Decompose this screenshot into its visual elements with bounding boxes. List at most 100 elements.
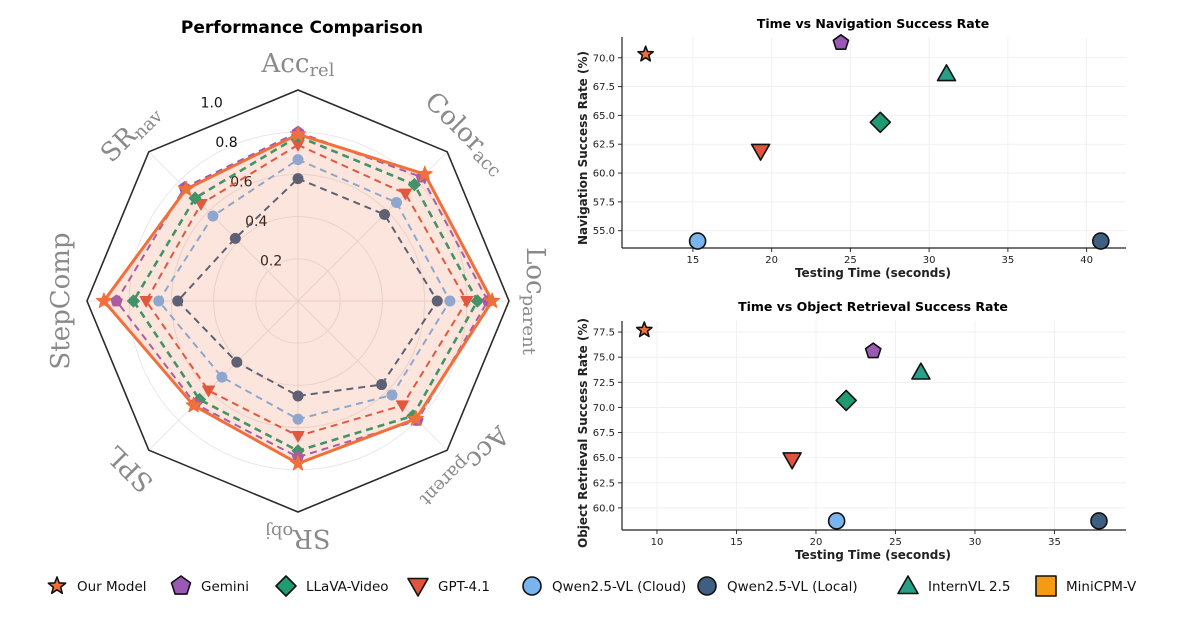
legend-label-minicpm-v: MiniCPM-V (1066, 579, 1137, 595)
radar-point-our-model (185, 396, 202, 413)
legend-label-qwen2-5-vl-local: Qwen2.5-VL (Local) (727, 579, 858, 595)
nav-scatter-title: Time vs Navigation Success Rate (757, 16, 989, 31)
radar-point-qwen2-5-vl-cloud (390, 197, 402, 209)
nav-point-llava-video (869, 111, 892, 134)
legend-marker-gpt-4-1 (407, 577, 429, 597)
legend-marker-qwen2-5-vl-cloud (522, 576, 542, 596)
radar-point-qwen2-5-vl-local (172, 295, 184, 307)
radar-series-qwen2-5-vl-local (176, 177, 439, 397)
obj-point-internvl-2-5 (911, 362, 931, 380)
nav-xtick-label: 30 (923, 255, 936, 266)
legend-label-internvl-2-5: InternVL 2.5 (928, 579, 1011, 595)
radar-point-qwen2-5-vl-local (292, 390, 304, 402)
radar-point-qwen2-5-vl-cloud (292, 413, 304, 425)
radar-point-llava-video (126, 294, 140, 308)
nav-scatter-ylabel: Navigation Success Rate (%) (576, 51, 590, 245)
radar-point-qwen2-5-vl-cloud (207, 210, 219, 222)
radar-spoke-line (148, 151, 299, 302)
radar-series (95, 125, 501, 471)
radar-point-qwen2-5-vl-cloud (216, 371, 228, 383)
obj-point-llava-video (835, 389, 858, 412)
legend-label-llava-video: LLaVA-Video (306, 579, 389, 595)
obj-ytick-label: 77.5 (593, 328, 615, 339)
radar-frame (86, 89, 510, 513)
legend-marker-qwen2-5-vl-local (697, 576, 717, 596)
obj-ytick-label: 60.0 (593, 503, 615, 514)
nav-ytick-label: 57.5 (593, 197, 615, 208)
obj-point-qwen2-5-vl-local (1090, 512, 1108, 530)
radar-point-llava-video (407, 178, 421, 192)
nav-xtick-label: 15 (687, 255, 700, 266)
legend-marker-internvl-2-5 (897, 575, 919, 595)
radar-axis-label: Locparent (518, 247, 550, 356)
obj-ytick-label: 62.5 (593, 478, 615, 489)
radar-point-qwen2-5-vl-local (292, 173, 304, 185)
legend-label-qwen2-5-vl-cloud: Qwen2.5-VL (Cloud) (552, 579, 686, 595)
obj-scatter-title: Time vs Object Retrieval Success Rate (738, 299, 1008, 314)
legend-marker-our-model (47, 576, 67, 595)
nav-point-gemini (832, 33, 850, 51)
nav-xtick-label: 40 (1080, 255, 1093, 266)
radar-point-gpt-4-1 (139, 296, 153, 308)
nav-point-our-model (637, 45, 655, 62)
nav-point-gpt-4-1 (750, 143, 771, 161)
radar-title: Performance Comparison (181, 18, 423, 38)
radar-rtick-label: 1.0 (201, 96, 223, 112)
radar-point-gpt-4-1 (395, 400, 409, 412)
radar-point-our-model (289, 125, 307, 142)
nav-xtick-label: 20 (765, 255, 778, 266)
radar-point-llava-video (188, 191, 202, 205)
legend-marker-gemini (170, 575, 192, 595)
radar-axis-label: StepComp (46, 232, 76, 369)
radar-point-gpt-4-1 (291, 431, 305, 443)
nav-point-qwen2-5-vl-local (1092, 232, 1110, 250)
nav-ytick-label: 55.0 (593, 226, 615, 237)
obj-xtick-label: 35 (1048, 537, 1061, 548)
legend-label-gpt-4-1: GPT-4.1 (438, 579, 490, 595)
radar-point-qwen2-5-vl-cloud (444, 295, 456, 307)
obj-xtick-label: 10 (651, 537, 664, 548)
obj-ytick-label: 70.0 (593, 403, 615, 414)
obj-xtick-label: 15 (730, 537, 743, 548)
nav-xtick-label: 35 (1002, 255, 1015, 266)
obj-scatter-xlabel: Testing Time (seconds) (795, 548, 951, 562)
radar-point-gpt-4-1 (460, 296, 474, 308)
nav-xtick-label: 25 (844, 255, 857, 266)
obj-xtick-label: 30 (969, 537, 982, 548)
radar-point-qwen2-5-vl-local (376, 379, 388, 391)
radar-point-qwen2-5-vl-local (431, 295, 443, 307)
radar-point-our-model (484, 292, 501, 308)
nav-scatter-plot: 15 20 25 30 35 40 55.0 57.5 60.0 62.5 65.0 67.5 70.0 (593, 33, 1126, 266)
radar-point-our-model (289, 455, 307, 471)
radar-point-qwen2-5-vl-local (379, 208, 391, 220)
nav-ytick-label: 62.5 (593, 140, 615, 151)
legend-label-gemini: Gemini (201, 579, 249, 595)
obj-xtick-label: 25 (889, 537, 902, 548)
radar-point-qwen2-5-vl-cloud (292, 154, 304, 166)
obj-ytick-label: 67.5 (593, 428, 615, 439)
radar-point-our-model (407, 410, 424, 426)
nav-point-qwen2-5-vl-cloud (688, 232, 707, 250)
nav-ytick-label: 60.0 (593, 169, 615, 180)
obj-ytick-label: 75.0 (593, 353, 615, 364)
radar-point-qwen2-5-vl-cloud (386, 389, 398, 401)
radar-point-qwen2-5-vl-cloud (153, 295, 165, 307)
radar-axis-label: Accrel (261, 49, 335, 81)
obj-point-gemini (864, 342, 882, 359)
nav-scatter-chart: Time vs Navigation Success Rate Testing … (576, 16, 1126, 280)
radar-point-qwen2-5-vl-local (231, 356, 243, 368)
radar-point-gpt-4-1 (398, 188, 412, 201)
radar-point-gpt-4-1 (202, 385, 215, 397)
obj-xtick-label: 20 (810, 537, 823, 548)
radar-point-llava-video (470, 294, 484, 308)
radar-point-our-model (416, 165, 433, 182)
radar-series-our-model (102, 132, 494, 465)
radar-chart: Performance Comparison 0.2 0.4 0.6 0.8 1.0 A… (46, 18, 550, 553)
radar-point-qwen2-5-vl-local (229, 232, 241, 244)
obj-scatter-ylabel: Object Retrieval Success Rate (%) (576, 318, 590, 548)
radar-rtick-label: 0.6 (230, 175, 252, 191)
nav-scatter-xlabel: Testing Time (seconds) (795, 266, 951, 280)
legend-marker-llava-video (275, 575, 297, 597)
obj-point-gpt-4-1 (782, 452, 802, 470)
radar-axis-label: SRobj (265, 521, 330, 553)
